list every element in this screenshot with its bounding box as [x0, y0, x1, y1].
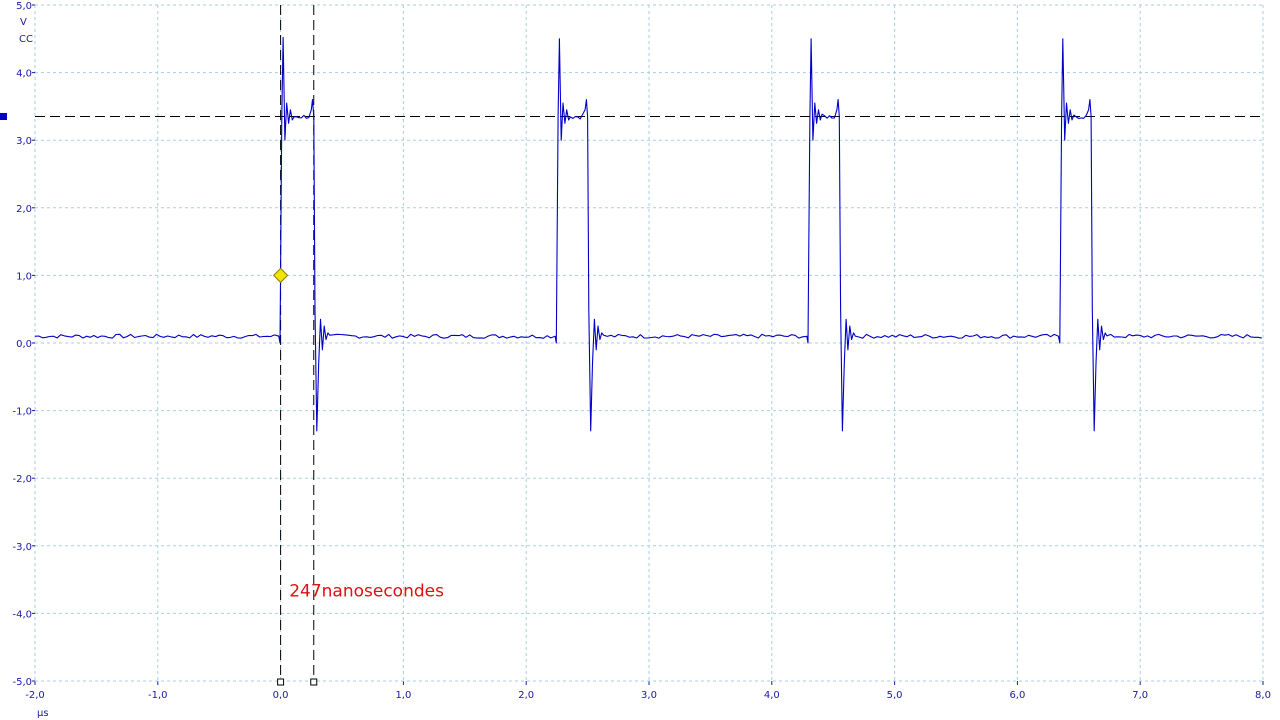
y-tick-label: -1,0	[12, 407, 32, 418]
time-cursor-handle[interactable]	[310, 678, 318, 686]
x-tick-label: 8,0	[1255, 690, 1271, 701]
x-axis-tick-labels: -2,0 -1,0 0,0 1,0 2,0 3,0 4,0 5,0 6,0 7,0 8,0	[25, 690, 1271, 701]
x-tick-label: 2,0	[518, 690, 534, 701]
y-tick-label: 2,0	[16, 204, 32, 215]
y-tick-label: 3,0	[16, 136, 32, 147]
x-tick-label: 4,0	[764, 690, 780, 701]
y-axis-unit-label: V	[20, 17, 27, 28]
x-tick-label: -2,0	[25, 690, 45, 701]
y-tick-label: 1,0	[16, 271, 32, 282]
x-tick-label: 6,0	[1009, 690, 1025, 701]
x-tick-label: -1,0	[148, 690, 168, 701]
y-axis-tick-labels: 5,0 4,0 3,0 2,0 1,0 0,0 -1,0 -2,0 -3,0 -4,0 -5,0	[12, 1, 32, 688]
y-tick-label: -4,0	[12, 609, 32, 620]
y-tick-label: -5,0	[12, 677, 32, 688]
y-tick-label: -2,0	[12, 474, 32, 485]
x-tick-label: 5,0	[887, 690, 903, 701]
plot-grid	[32, 4, 1264, 685]
y-tick-label: 5,0	[16, 1, 32, 12]
coupling-label: CC	[19, 34, 33, 45]
x-axis-unit-label: µs	[37, 708, 49, 719]
x-tick-label: 1,0	[395, 690, 411, 701]
y-tick-label: 0,0	[16, 339, 32, 350]
x-tick-label: 7,0	[1132, 690, 1148, 701]
x-tick-label: 3,0	[641, 690, 657, 701]
y-tick-label: 4,0	[16, 69, 32, 80]
time-cursor-handle[interactable]	[277, 678, 285, 686]
x-tick-label: 0,0	[273, 690, 289, 701]
time-measurement-annotation: 247nanosecondes	[289, 582, 444, 602]
cursor-markers[interactable]	[272, 267, 318, 686]
channel-a-waveform	[34, 36, 1262, 432]
y-tick-label: -3,0	[12, 542, 32, 553]
trigger-marker[interactable]	[272, 267, 289, 284]
channel-a-offset-marker[interactable]	[0, 113, 7, 120]
